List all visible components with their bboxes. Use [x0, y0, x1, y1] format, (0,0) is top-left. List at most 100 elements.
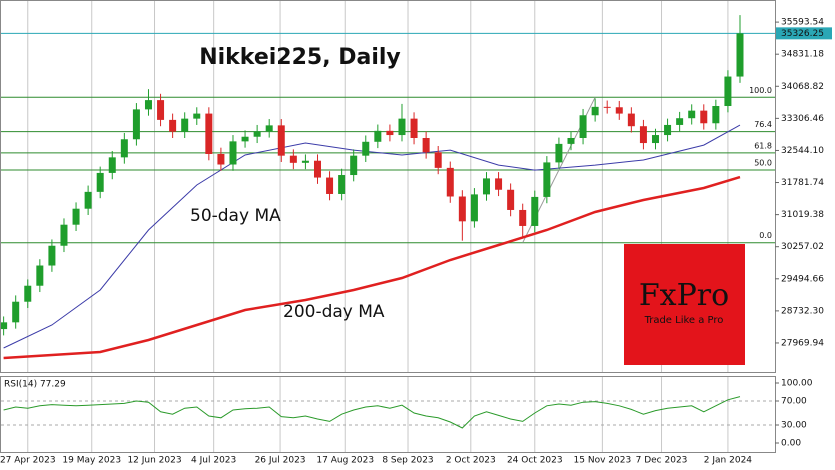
rsi-frame	[0, 376, 776, 453]
candle-body	[132, 109, 140, 140]
candle-body	[72, 208, 80, 225]
candle-body	[627, 113, 635, 127]
rsi-title: RSI(14) 77.29	[4, 380, 66, 390]
logo-box	[624, 244, 745, 365]
candle-body	[338, 175, 346, 194]
x-tick-label: 19 May 2023	[62, 456, 121, 466]
y-tick-label: 28732.30	[781, 306, 824, 316]
candle-body	[555, 143, 563, 163]
candle-body	[362, 141, 370, 156]
candle-body	[651, 135, 659, 144]
fib-label: 61.8	[754, 141, 772, 150]
candle-body	[326, 177, 334, 194]
candle-body	[144, 100, 152, 110]
candle-body	[12, 301, 20, 323]
x-tick-label: 7 Dec 2023	[636, 456, 688, 466]
fib-label: 0.0	[759, 231, 772, 240]
price-panel: 100.0 76.4 61.8 50.0 0.0 50-day MA 200-day MA F…	[0, 15, 775, 365]
y-tick-label: 29494.66	[781, 274, 824, 284]
y-tick-label: 31781.74	[781, 178, 824, 188]
candle-body	[615, 107, 623, 114]
candle-body	[241, 136, 249, 142]
candle-body	[724, 76, 732, 107]
candle-body	[446, 167, 454, 197]
y-tick-label: 70.00	[781, 397, 807, 407]
moving-average	[3, 124, 741, 349]
price-frame	[0, 0, 776, 373]
candle-body	[531, 196, 539, 226]
fib-label: 50.0	[754, 158, 772, 167]
x-tick-label: 26 Jul 2023	[255, 456, 306, 466]
candle-body	[470, 194, 478, 222]
candle-body	[386, 130, 394, 136]
fib-label: 76.4	[754, 120, 772, 129]
x-tick-label: 2 Oct 2023	[446, 456, 496, 466]
fib-label: 100.0	[749, 86, 772, 95]
candle-body	[217, 153, 225, 165]
candle-body	[24, 285, 32, 302]
candle-body	[712, 106, 720, 124]
last-price-label: 35326.25	[781, 29, 824, 39]
candle-body	[410, 118, 418, 138]
y-tick-label: 34068.82	[781, 82, 824, 92]
candle-body	[519, 209, 527, 226]
candle-body	[48, 245, 56, 266]
candle-body	[591, 106, 599, 116]
candle-body	[482, 178, 490, 195]
chart-title: Nikkei225, Daily	[199, 45, 401, 70]
candle-body	[0, 322, 8, 330]
x-tick-label: 12 Jun 2023	[127, 456, 181, 466]
candle-body	[458, 196, 466, 222]
candle-body	[265, 125, 273, 132]
y-tick-label: 30257.02	[781, 242, 824, 252]
y-tick-label: 100.00	[781, 379, 813, 389]
candle-body	[120, 139, 128, 158]
y-tick-label: 30.00	[781, 421, 807, 431]
candle-body	[253, 131, 261, 137]
y-tick-label: 31019.38	[781, 210, 824, 220]
rsi-panel	[1, 396, 775, 429]
candle-body	[495, 178, 503, 190]
candle-body	[229, 141, 237, 165]
candle-body	[374, 130, 382, 142]
candle-body	[603, 106, 611, 108]
candle-body	[60, 224, 68, 246]
x-tick-label: 15 Nov 2023	[574, 456, 632, 466]
rsi-line	[3, 396, 741, 429]
candle-body	[193, 113, 201, 119]
candle-body	[181, 118, 189, 132]
candle-body	[96, 172, 104, 192]
y-tick-label: 27969.94	[781, 338, 824, 348]
x-tick-label: 2 Jan 2024	[704, 456, 752, 466]
y-tick-label: 35593.54	[781, 18, 824, 28]
candle-body	[507, 189, 515, 210]
candle-body	[676, 118, 684, 125]
candle-body	[277, 125, 285, 156]
candle-body	[108, 157, 116, 173]
last-price-box	[776, 27, 832, 40]
candle-body	[567, 137, 575, 144]
candle-body	[579, 115, 587, 138]
candle-body	[664, 124, 672, 136]
y-tick-label: 34831.18	[781, 50, 824, 60]
candle-body	[422, 137, 430, 153]
x-tick-label: 4 Jul 2023	[191, 456, 236, 466]
candle-body	[543, 162, 551, 197]
candle-body	[36, 265, 44, 286]
annotation: 200-day MA	[283, 302, 385, 322]
candle-body	[398, 118, 406, 136]
candle-body	[736, 33, 744, 77]
y-tick-label: 33306.46	[781, 114, 824, 124]
candle-body	[84, 191, 92, 209]
logo-name: FxPro	[639, 278, 729, 313]
candle-body	[313, 160, 321, 178]
y-tick-label: 0.00	[781, 439, 801, 449]
y-tick-label: 32544.10	[781, 146, 824, 156]
candle-body	[350, 155, 358, 176]
logo-tagline: Trade Like a Pro	[644, 315, 724, 326]
candle-body	[301, 160, 309, 163]
x-tick-label: 8 Sep 2023	[382, 456, 433, 466]
candle-body	[289, 155, 297, 163]
